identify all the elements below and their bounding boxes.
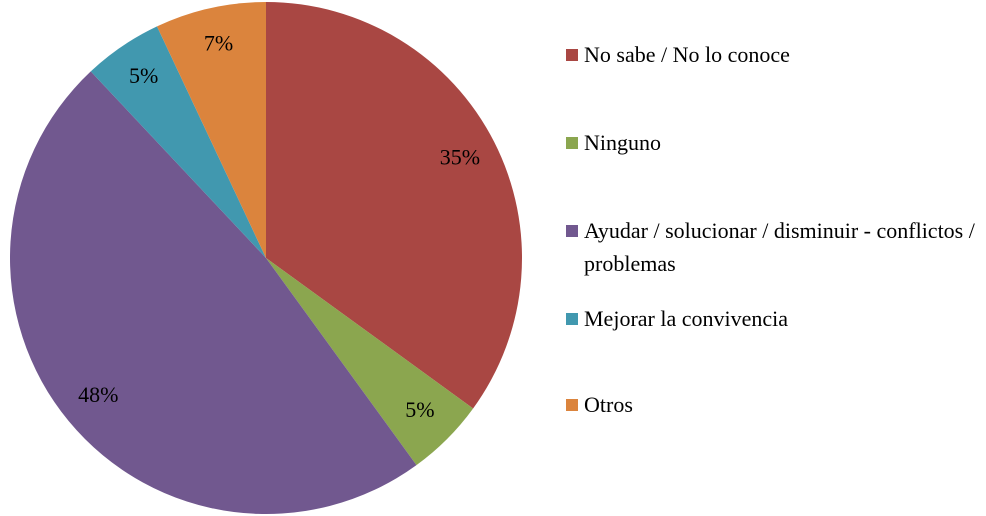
legend-label: Ayudar / solucionar / disminuir - confli…	[584, 218, 975, 276]
data-label: 5%	[129, 63, 158, 88]
legend-label: No sabe / No lo conoce	[584, 42, 790, 67]
pie-slice	[266, 258, 474, 466]
pie-slice	[266, 2, 522, 409]
legend-item: No sabe / No lo conoce	[566, 38, 979, 71]
legend-label: Ninguno	[584, 130, 661, 155]
legend-label: Otros	[584, 392, 633, 417]
data-label: 35%	[440, 144, 480, 169]
chart: 35% 5% 48% 5% 7%	[10, 1, 522, 514]
legend-label: Mejorar la convivencia	[584, 306, 789, 331]
data-label: 5%	[405, 397, 434, 422]
legend-marker	[566, 225, 578, 237]
legend-item: Otros	[566, 388, 979, 421]
data-label: 48%	[78, 382, 118, 407]
legend-item: Ninguno	[566, 126, 979, 159]
legend-marker	[566, 137, 578, 149]
legend: No sabe / No lo conoce Ninguno Ayudar / so…	[566, 0, 986, 516]
pie-slice	[10, 71, 417, 514]
legend-item: Mejorar la convivencia	[566, 302, 979, 335]
legend-marker	[566, 313, 578, 325]
pie-slice	[90, 26, 266, 259]
legend-marker	[566, 49, 578, 61]
pie-slice	[157, 1, 266, 258]
legend-marker	[566, 399, 578, 411]
data-label: 7%	[204, 31, 233, 56]
legend-item: Ayudar / solucionar / disminuir - confli…	[566, 214, 979, 280]
